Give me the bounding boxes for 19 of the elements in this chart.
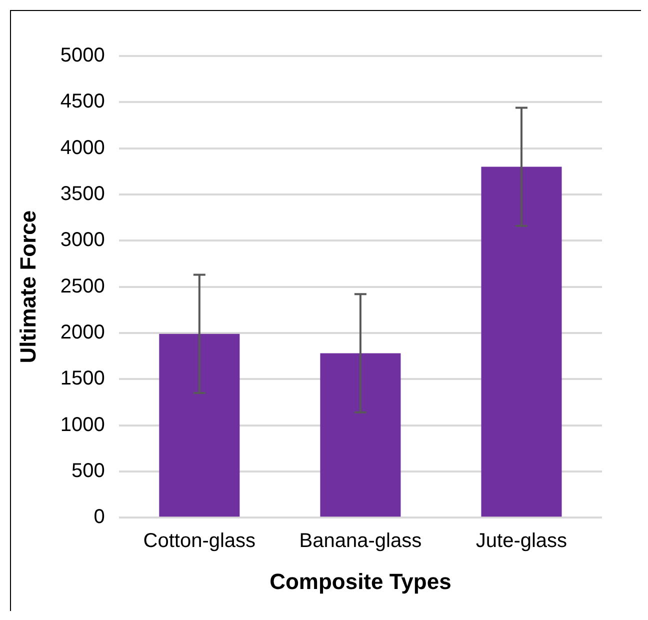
y-tick-label: 1000 (60, 414, 105, 436)
x-tick-label: Cotton-glass (143, 530, 256, 552)
y-tick-label: 2000 (60, 321, 105, 344)
y-tick-label: 3500 (60, 182, 105, 205)
y-tick-label: 4000 (60, 136, 105, 159)
y-tick-label: 500 (72, 460, 105, 482)
y-axis-title: Ultimate Force (15, 210, 40, 364)
x-tick-label: Jute-glass (476, 530, 568, 552)
y-tick-label: 0 (94, 506, 105, 528)
y-tick-label: 5000 (60, 44, 105, 67)
y-tick-label: 4500 (60, 90, 105, 113)
bar (320, 353, 401, 517)
y-tick-label: 1500 (60, 368, 105, 390)
y-tick-label: 2500 (60, 275, 105, 298)
y-tick-label: 3000 (60, 229, 105, 252)
x-axis-title: Composite Types (270, 568, 452, 594)
bar (481, 166, 562, 517)
bar (159, 334, 240, 517)
x-tick-label: Banana-glass (299, 530, 422, 552)
